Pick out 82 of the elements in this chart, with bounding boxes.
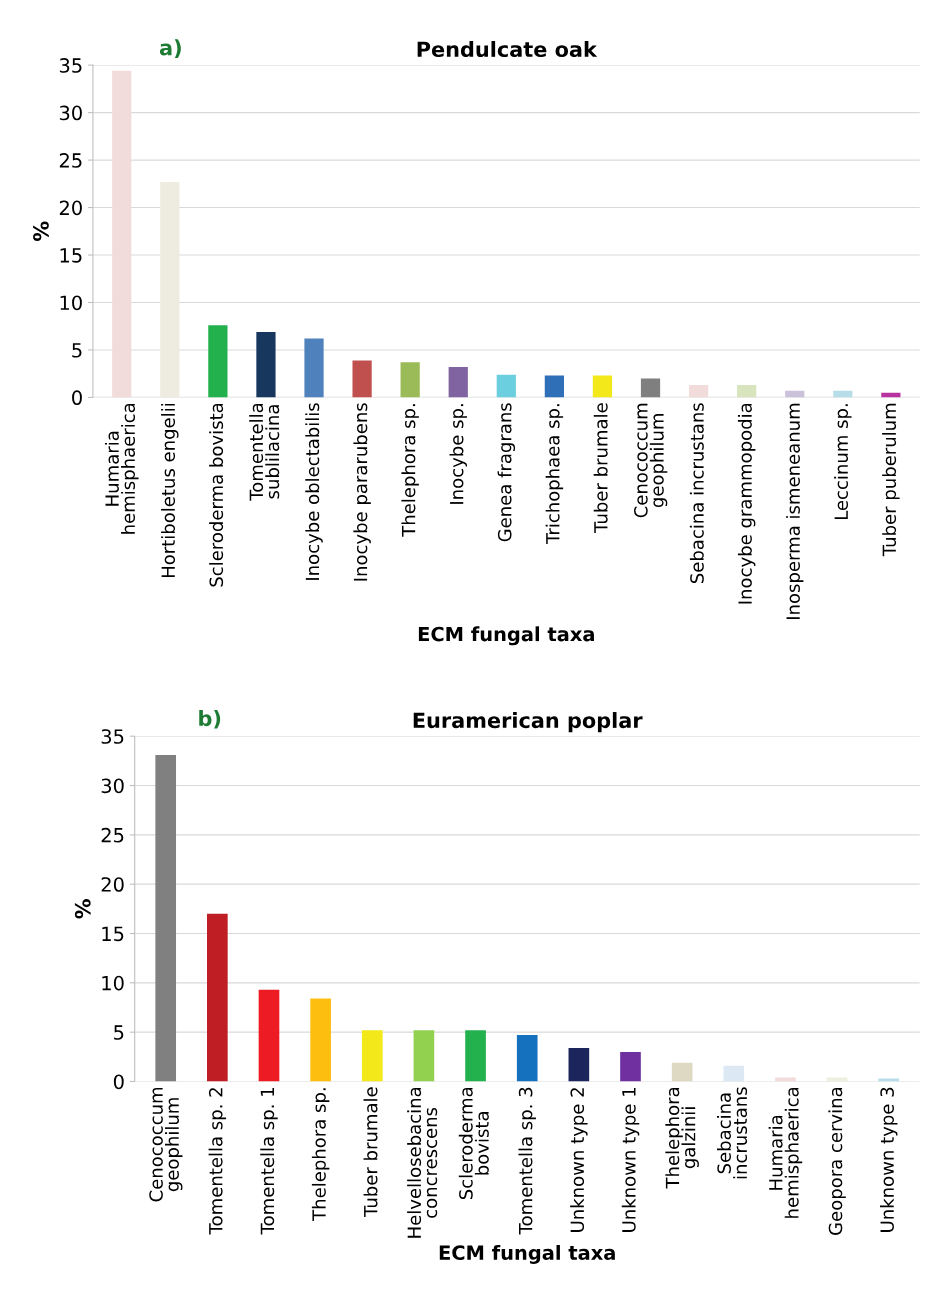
bar <box>544 375 564 398</box>
x-tick-label: Thelephora sp. <box>401 404 419 537</box>
x-tick-label: Humaria hemisphaerica <box>768 1087 803 1218</box>
x-tick-label: Inocybe sp. <box>449 404 467 504</box>
y-tick-label: 5 <box>72 343 82 358</box>
bar <box>208 325 228 398</box>
x-tick-label: Cenococcum geophilum <box>634 403 668 518</box>
x-tick-label: Cenococcum geophilum <box>149 1087 183 1202</box>
x-tick-label: Hortiboletus engelii <box>161 403 179 578</box>
x-tick-label: Humaria hemisphaerica <box>104 403 139 534</box>
y-tick-label: 15 <box>102 926 124 942</box>
x-tick-label: Tuber brumale <box>593 403 608 533</box>
x-tick-label: Inocybe pararubens <box>353 403 371 581</box>
x-tick-label: Leccinum sp. <box>834 404 852 520</box>
bar <box>352 360 372 398</box>
x-tick-label: Inosperma ismeneanum <box>785 403 804 619</box>
y-tick-label: 15 <box>60 248 82 263</box>
chart-title: Pendulcate oak <box>417 40 598 58</box>
x-tick-label: Scleroderma bovista <box>209 403 224 587</box>
x-tick-label: Tomentella sp. 1 <box>260 1088 278 1235</box>
y-tick-label: 25 <box>101 827 124 843</box>
y-axis-title: % <box>74 899 91 919</box>
x-tick-label: Trichophaea sp. <box>545 404 564 545</box>
bar <box>592 375 613 398</box>
x-tick-label: Tomentella sp. 3 <box>518 1087 536 1235</box>
bar <box>258 989 280 1082</box>
x-tick-label: Genea fragrans <box>497 403 516 542</box>
x-axis-title: ECM fungal taxa <box>439 1244 615 1264</box>
bar <box>465 1030 486 1082</box>
y-tick-label: 30 <box>59 105 82 121</box>
bar <box>160 181 180 398</box>
y-tick-label: 5 <box>114 1025 124 1040</box>
bar <box>400 362 420 398</box>
x-tick-label: Tomentella sublilacina <box>249 403 280 501</box>
y-tick-label: 20 <box>101 877 124 892</box>
bar <box>620 1051 641 1082</box>
y-tick-label: 10 <box>60 295 82 311</box>
bar <box>310 998 331 1082</box>
y-tick-label: 0 <box>113 1074 124 1090</box>
x-tick-label: Inocybe oblectabilis <box>305 403 323 580</box>
x-tick-label: Scleroderma bovista <box>458 1087 489 1200</box>
y-axis-title: % <box>33 221 49 242</box>
x-tick-label: Thelephora galzinii <box>665 1087 699 1189</box>
x-axis-title: ECM fungal taxa <box>418 626 594 646</box>
bar <box>496 374 516 398</box>
x-tick-label: Unknown type 2 <box>570 1088 588 1232</box>
y-tick-label: 35 <box>101 729 124 744</box>
bar <box>207 913 228 1082</box>
y-tick-label: 25 <box>59 153 82 168</box>
x-tick-label: Geopora cervina <box>828 1087 846 1235</box>
x-tick-label: Thelephora sp. <box>311 1088 330 1221</box>
bar <box>112 70 132 398</box>
x-tick-label: Unknown type 3 <box>879 1087 898 1232</box>
x-tick-label: Tomentella sp. 2 <box>208 1088 227 1235</box>
bar <box>155 754 177 1082</box>
bar <box>516 1035 538 1082</box>
x-tick-label: Sebacina incrustans <box>689 403 704 584</box>
bar <box>413 1030 435 1082</box>
x-tick-label: Inocybe grammopodia <box>737 403 756 604</box>
text: a) <box>159 39 181 58</box>
bar <box>723 1065 745 1082</box>
x-tick-label: Helvellosebacina concrescens <box>407 1088 438 1238</box>
y-tick-label: 35 <box>59 58 82 73</box>
bar <box>256 331 276 398</box>
x-tick-label: Sebacina incrustans <box>717 1087 748 1179</box>
bar <box>361 1030 383 1082</box>
y-tick-label: 30 <box>101 778 124 794</box>
bar <box>448 367 468 398</box>
bar <box>304 338 324 398</box>
chart-title: Euramerican poplar <box>413 712 643 733</box>
x-tick-label: Tuber puberulum <box>882 403 900 557</box>
bar <box>688 385 709 398</box>
bar <box>737 385 757 398</box>
y-tick-label: 20 <box>59 200 82 216</box>
bar <box>640 378 661 398</box>
y-tick-label: 10 <box>102 975 124 991</box>
x-tick-label: Tuber brumale <box>363 1087 378 1217</box>
bar <box>568 1047 590 1082</box>
x-tick-label: Unknown type 1 <box>621 1088 640 1232</box>
bar <box>671 1062 693 1082</box>
text: b) <box>199 710 221 729</box>
y-tick-label: 0 <box>72 390 82 406</box>
